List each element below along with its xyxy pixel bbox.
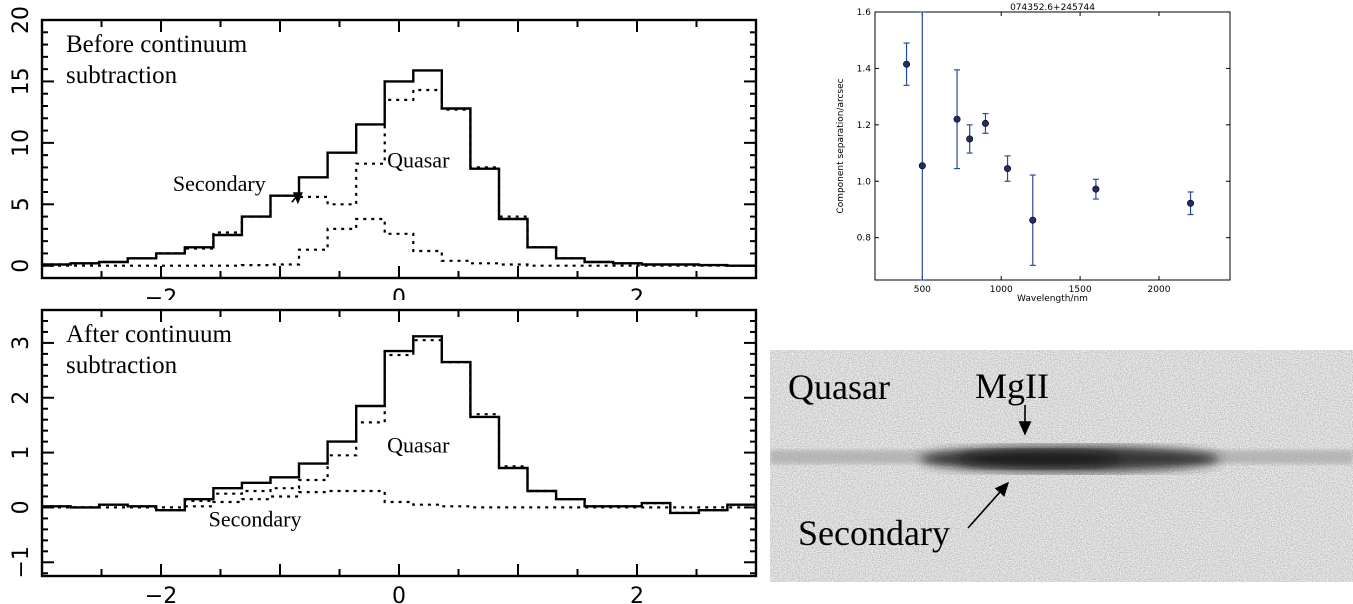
y-tick-label: 15 [9,67,34,95]
data-point [966,135,974,143]
y-tick-label: 1.0 [857,177,872,187]
y-tick-label: 3 [9,336,34,350]
y-tick-label: 10 [9,129,34,157]
x-tick-label: 2 [630,584,644,604]
image-label-quasar: Quasar [788,367,890,407]
annotation-secondary: Secondary [173,171,266,196]
separation-vs-wavelength-plot: 074352.6+245744 500 1000 1500 2000 0.8 1.0 1.2 1… [836,3,1231,304]
data-point [1092,185,1100,193]
image-label-mgii: MgII [975,366,1049,406]
series-dotted-1 [42,88,756,267]
y-tick-label: 2 [9,391,34,405]
plot-title: 074352.6+245744 [1010,3,1095,13]
x-axis-label: Wavelength/nm [1017,294,1088,304]
axes-frame [874,11,1231,281]
data-point [953,115,961,123]
x-tick-label: 1500 [1069,285,1092,295]
secondary-arrow [967,481,1010,529]
y-tick-label: 0 [9,259,34,273]
y-tick-label: 1.4 [857,64,872,74]
series-dotted-2 [42,489,756,509]
y-tick-label: −1 [9,546,34,578]
y-tick-label: 20 [9,6,34,34]
annotation-secondary: Secondary [209,507,302,532]
x-tick-label: 0 [392,286,406,300]
y-tick-label: 1.2 [857,121,871,131]
data-point [981,119,989,127]
data-point [918,162,926,170]
x-tick-label: 2000 [1148,285,1171,295]
y-tick-label: 0.8 [857,234,872,244]
annotation-quasar: Quasar [387,147,450,172]
data-point [903,60,911,68]
panel-text-line-0: After continuum [66,321,232,348]
panel-text-line-1: subtraction [66,352,178,379]
data-point [1029,216,1037,224]
y-tick-label: 1 [9,446,34,460]
y-axis-label: Component separation/arcsec [836,78,846,213]
histogram-after-subtraction: −2 0 2 −1 0 1 2 3 After continuum subtraction Quas… [9,308,758,604]
y-tick-label: 5 [9,197,34,211]
x-tick-label: −2 [145,286,177,300]
panel-text-line-1: subtraction [66,62,178,89]
data-point [1004,165,1012,173]
y-tick-label: 1.6 [857,8,872,18]
annotation-arrowhead [292,192,303,205]
spectrum-image-panel: Quasar MgII Secondary [770,350,1353,582]
data-point [1187,199,1195,207]
x-tick-label: 2 [630,286,644,300]
panel-text-line-0: Before continuum [66,31,248,58]
annotation-quasar: Quasar [387,433,450,458]
spectral-trace [770,446,1353,472]
x-tick-label: 1000 [990,285,1013,295]
y-tick-label: 0 [9,500,34,514]
x-tick-label: −2 [145,584,177,604]
image-label-secondary: Secondary [798,513,950,553]
x-tick-label: 0 [392,584,406,604]
x-tick-label: 500 [914,285,931,295]
